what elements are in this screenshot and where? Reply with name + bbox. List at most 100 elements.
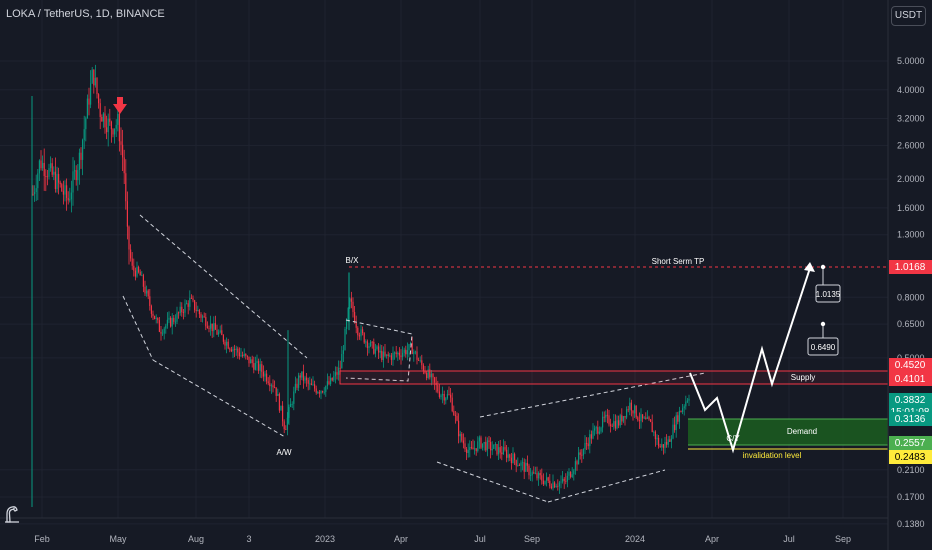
candle-body: [155, 318, 157, 319]
candle-body: [218, 332, 220, 335]
candle-body: [96, 77, 98, 95]
wedge-left-line: [122, 295, 154, 361]
candle-body: [554, 482, 556, 488]
candle-body: [243, 353, 245, 356]
candle-body: [656, 437, 658, 440]
x-tick-label: May: [109, 534, 127, 544]
y-tick-label: 0.5000: [897, 353, 925, 363]
price-label-value: 0.3136: [895, 414, 926, 425]
candle-body: [512, 453, 514, 463]
candle-body: [547, 477, 549, 481]
candle-body: [230, 349, 232, 352]
candle-body: [278, 394, 280, 411]
candle-body: [576, 461, 578, 465]
candle-body: [451, 397, 453, 412]
candle-body: [526, 462, 528, 466]
candle-body: [181, 306, 183, 313]
candle-body: [72, 171, 74, 193]
candle-body: [538, 472, 540, 479]
candle-body: [571, 474, 573, 477]
candle-body: [504, 447, 506, 450]
candle-body: [688, 398, 690, 401]
candle-body: [475, 448, 477, 452]
candle-body: [680, 410, 682, 412]
candle-body: [501, 452, 503, 455]
candle-body: [574, 461, 576, 471]
candle-body: [242, 355, 244, 356]
candle-body: [301, 371, 303, 378]
candle-body: [150, 305, 152, 314]
candle-body: [130, 249, 132, 259]
price-label-value: 0.3832: [895, 395, 926, 406]
y-tick-label: 0.2100: [897, 465, 925, 475]
candle-body: [234, 349, 236, 350]
candle-body: [138, 266, 140, 272]
currency-selector[interactable]: USDT: [891, 6, 926, 26]
candle-body: [354, 311, 356, 323]
candle-body: [128, 226, 130, 250]
candle-body: [522, 462, 524, 464]
candle-body: [171, 317, 173, 327]
candle-body: [194, 300, 196, 310]
candle-body: [635, 405, 637, 418]
x-tick-label: Aug: [188, 534, 204, 544]
candle-body: [262, 371, 264, 377]
candle-body: [330, 377, 332, 385]
candle-body: [622, 416, 624, 422]
annotation-invalidation: invalidation level: [743, 451, 802, 460]
candle-body: [440, 395, 442, 397]
candle-body: [643, 417, 645, 419]
candle-body: [142, 275, 144, 287]
candle-body: [651, 421, 653, 433]
candle-body: [470, 447, 472, 448]
candle-body: [422, 365, 424, 372]
price-label-value: 0.4520: [895, 360, 926, 371]
candle-body: [682, 408, 684, 412]
candle-body: [58, 173, 60, 183]
candle-body: [549, 480, 551, 487]
candle-body: [534, 473, 536, 474]
candle-body: [325, 386, 327, 392]
candle-body: [557, 486, 559, 488]
candle-body: [272, 385, 274, 388]
target-box: [815, 284, 841, 303]
demand-zone: [688, 419, 888, 445]
candle-body: [205, 317, 207, 327]
candle-body: [322, 391, 324, 393]
annotation-demand: Demand: [787, 427, 817, 436]
x-tick-label: 2023: [315, 534, 335, 544]
candle-body: [582, 449, 584, 456]
x-tick-label: Feb: [34, 534, 50, 544]
candle-body: [477, 441, 479, 452]
candle-body: [147, 290, 149, 297]
candle-body: [53, 171, 55, 175]
candle-body: [208, 327, 210, 329]
candle-body: [514, 453, 516, 461]
candle-body: [400, 355, 402, 358]
candle-body: [670, 438, 672, 442]
candle-body: [384, 351, 386, 356]
candle-body: [523, 462, 525, 472]
candle-body: [90, 83, 92, 105]
candle-body: [299, 375, 301, 378]
candle-body: [483, 442, 485, 444]
candle-body: [246, 355, 248, 357]
candle-body: [264, 373, 266, 377]
candle-body: [678, 410, 680, 422]
candle-body: [602, 416, 604, 428]
candle-body: [221, 330, 223, 336]
candle-body: [496, 444, 498, 455]
candle-body: [117, 113, 119, 125]
price-label-box: [889, 436, 932, 450]
candle-body: [589, 434, 591, 447]
candle-body: [186, 303, 188, 305]
y-tick-label: 0.6500: [897, 319, 925, 329]
candle-body: [506, 449, 508, 458]
candle-body: [291, 403, 293, 405]
candle-body: [494, 444, 496, 445]
candle-body: [560, 481, 562, 483]
candle-body: [37, 173, 39, 189]
candle-body: [286, 417, 288, 430]
candle-body: [184, 303, 186, 313]
